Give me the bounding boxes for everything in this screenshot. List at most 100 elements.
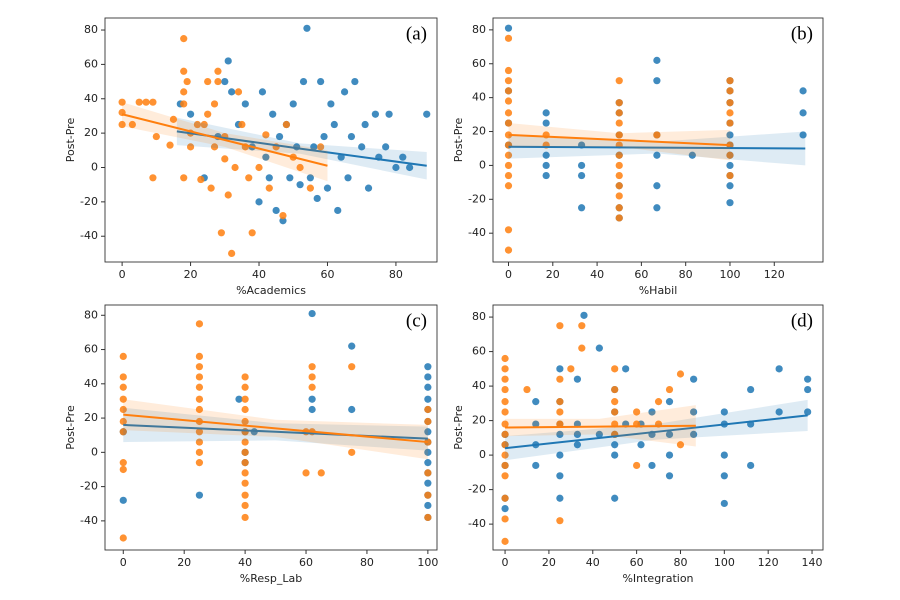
x-axis-label: %Academics [236,284,306,297]
point [308,373,316,381]
point [556,472,564,480]
x-tick-label: 120 [758,556,779,569]
point [720,472,728,480]
point [238,120,246,129]
point [224,57,232,65]
point [653,204,661,212]
point [726,161,734,170]
point [255,163,263,172]
point [523,385,531,394]
point [200,120,208,129]
point [556,494,564,502]
frame [492,304,824,551]
point [726,109,734,117]
point [241,405,249,414]
point [334,206,342,215]
point [303,24,311,32]
point [501,537,509,545]
panel: -40 -20 0 20 40 60 80 0 20 40 60 80 100 (c) %Resp_Lab P… [64,304,438,585]
point [665,385,674,394]
point [775,408,783,416]
point [262,131,270,139]
y-tick-label: 40 [84,377,98,390]
point [424,405,432,414]
point [275,132,284,141]
point [399,153,407,161]
panel: -40 -20 0 20 40 60 80 0 20 40 60 80 (a) %Academics Pos… [64,17,438,297]
panel-label: (b) [791,23,813,44]
point [633,408,641,416]
point [726,171,734,180]
panel: -40 -20 0 20 40 60 80 0 20 40 60 80 100 120 (b) %Habil P… [452,17,824,297]
x-tick-label: 0 [502,556,509,569]
point [501,354,509,363]
x-tick-label: 20 [177,556,191,569]
point [217,229,225,237]
point [799,109,807,117]
point [556,365,564,373]
x-tick-label: 0 [120,556,127,569]
point [504,87,513,95]
point [214,67,222,75]
point [310,143,318,151]
point [726,131,734,139]
point [726,77,734,85]
point [195,395,204,403]
point [302,469,310,477]
point [504,24,513,32]
point [804,408,812,416]
regression-line [504,414,808,450]
point [119,459,127,467]
point [180,174,188,182]
x-tick-label: 20 [542,556,556,569]
point [542,171,550,180]
y-tick-label: 0 [91,445,98,458]
point [556,408,564,416]
point [504,171,513,180]
y-tick-label: -40 [468,517,486,530]
point [577,204,586,212]
point [573,430,582,439]
point [578,322,586,330]
point [231,163,239,172]
x-tick-label: 100 [719,268,740,281]
point [637,441,645,449]
point [210,143,219,151]
point [615,161,623,170]
x-tick-label: 120 [764,268,785,281]
y-tick-label: 80 [472,310,486,323]
point [504,119,513,127]
point [308,383,316,391]
point [424,395,432,403]
point [501,385,509,394]
confidence-band [505,399,808,461]
x-tick-label: 20 [184,268,198,281]
point [424,501,432,510]
point [611,408,619,416]
point [296,181,304,189]
x-tick-label: 60 [630,556,644,569]
point [688,151,696,159]
point [424,513,432,522]
point [119,395,127,403]
point [690,375,698,383]
point [573,375,582,383]
x-tick-label: 20 [546,268,560,281]
point [542,109,550,117]
x-tick-label: 40 [238,556,252,569]
point [501,504,509,513]
point [653,56,661,64]
point [323,184,332,192]
point [166,141,174,149]
point [241,479,249,487]
point [234,88,243,96]
frame [104,17,438,263]
point [532,461,540,470]
point [385,110,393,118]
point [358,143,366,151]
panel: -40 -20 0 20 40 60 80 0 20 40 60 80 100 120 140 (d) %Int… [452,304,824,585]
point [340,88,349,96]
point [118,120,126,129]
point [611,494,619,502]
